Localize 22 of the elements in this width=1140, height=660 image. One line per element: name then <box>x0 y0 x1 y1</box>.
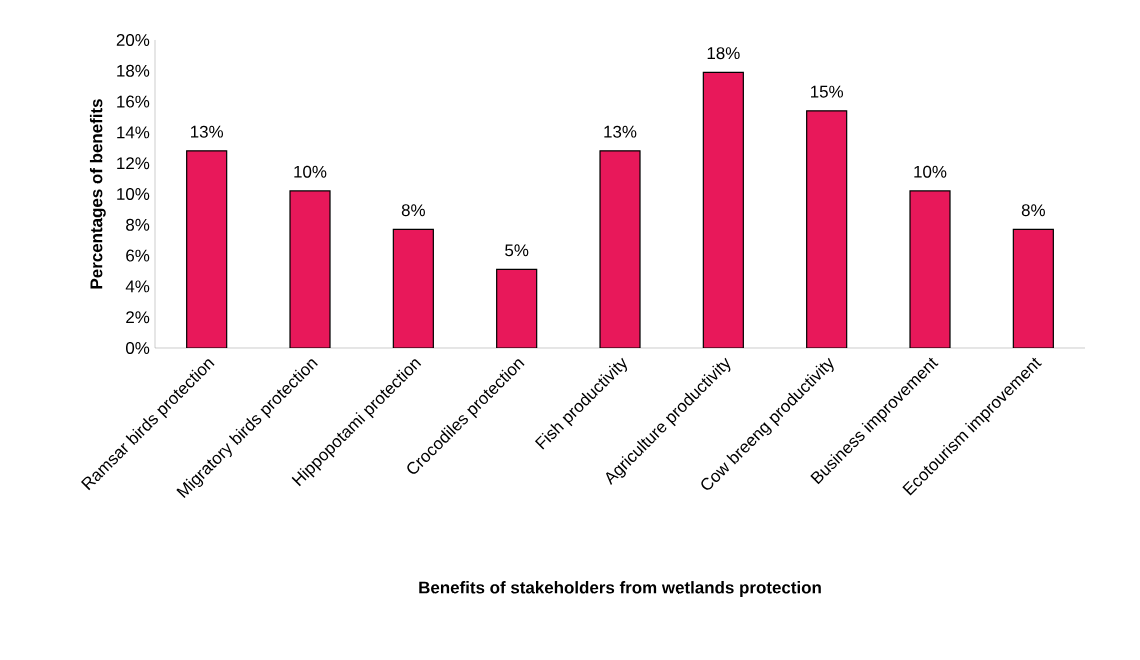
y-tick-label: 4% <box>125 280 150 293</box>
y-tick-label: 0% <box>126 341 150 354</box>
y-tick-label: 18% <box>117 64 150 77</box>
y-tick-label: 16% <box>117 95 150 108</box>
y-tick-label: 8% <box>126 218 150 231</box>
data-label: 10% <box>914 165 947 178</box>
y-axis-title: Percentages of benefits <box>89 99 106 289</box>
data-label: 8% <box>401 204 425 217</box>
y-tick-label: 2% <box>126 311 150 324</box>
data-label: 8% <box>1021 204 1045 217</box>
y-tick-label: 10% <box>117 187 150 200</box>
data-label: 10% <box>294 165 327 178</box>
x-axis-title: Benefits of stakeholders from wetlands protection <box>419 581 821 597</box>
y-tick-label: 12% <box>117 157 150 170</box>
data-label: 15% <box>811 85 844 98</box>
data-label: 18% <box>707 47 740 60</box>
data-label: 5% <box>505 244 529 257</box>
y-tick-label: 14% <box>117 126 150 139</box>
y-tick-label: 20% <box>116 33 150 46</box>
data-label: 13% <box>191 125 224 138</box>
y-tick-label: 6% <box>126 249 150 262</box>
data-label: 13% <box>604 125 637 138</box>
